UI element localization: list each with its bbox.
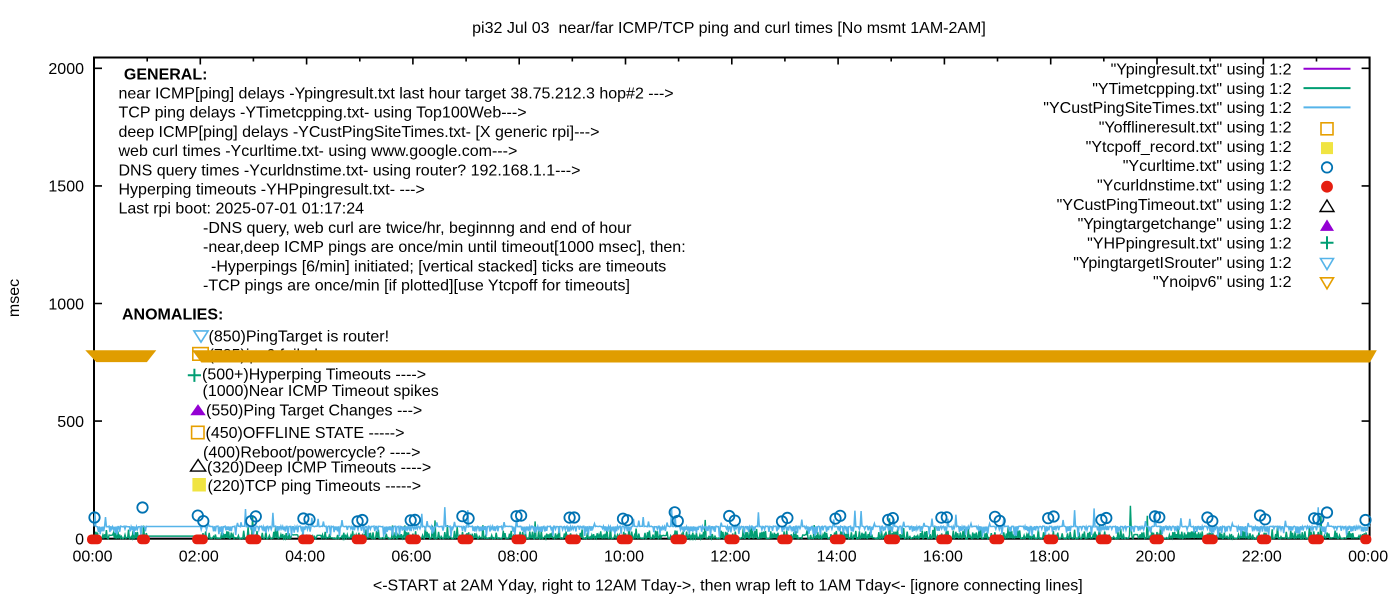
svg-text:"Ypingtargetchange" using 1:2: "Ypingtargetchange" using 1:2 [1078,216,1292,233]
svg-text:"Ycurltime.txt" using 1:2: "Ycurltime.txt" using 1:2 [1123,158,1292,175]
svg-text:"Ycurldnstime.txt" using 1:2: "Ycurldnstime.txt" using 1:2 [1097,178,1292,195]
svg-text:-Hyperpings [6/min] initiated;: -Hyperpings [6/min] initiated; [vertical… [211,258,666,275]
svg-text:"YHPpingresult.txt" using 1:2: "YHPpingresult.txt" using 1:2 [1087,236,1291,253]
svg-text:12:00: 12:00 [710,549,750,566]
svg-text:"YCustPingTimeout.txt" using 1: "YCustPingTimeout.txt" using 1:2 [1057,197,1292,214]
svg-text:"Ytcpoff_record.txt" using 1:2: "Ytcpoff_record.txt" using 1:2 [1086,139,1292,156]
svg-text:"Yofflineresult.txt" using 1:2: "Yofflineresult.txt" using 1:2 [1099,120,1292,137]
svg-text:(450)OFFLINE STATE ----->: (450)OFFLINE STATE -----> [206,425,405,442]
svg-text:ANOMALIES:: ANOMALIES: [122,307,223,324]
svg-text:10:00: 10:00 [604,549,644,566]
svg-text:08:00: 08:00 [498,549,538,566]
svg-text:0: 0 [75,532,84,549]
svg-text:-near,deep ICMP pings are once: -near,deep ICMP pings are once/min until… [203,239,686,256]
svg-text:near ICMP[ping] delays -Ypingr: near ICMP[ping] delays -Ypingresult.txt … [119,86,674,103]
svg-text:00:00: 00:00 [72,549,112,566]
svg-text:Last rpi boot: 2025-07-01 01:1: Last rpi boot: 2025-07-01 01:17:24 [119,201,365,218]
svg-text:deep ICMP[ping] delays -YCustP: deep ICMP[ping] delays -YCustPingSiteTim… [119,124,600,141]
svg-text:"YCustPingSiteTimes.txt" using: "YCustPingSiteTimes.txt" using 1:2 [1043,100,1291,117]
svg-text:-DNS query, web curl are twice: -DNS query, web curl are twice/hr, begin… [203,220,632,237]
svg-text:(400)Reboot/powercycle? ---->: (400)Reboot/powercycle? ----> [203,445,420,462]
svg-text:(500+)Hyperping Timeouts ---->: (500+)Hyperping Timeouts ----> [202,366,426,383]
svg-text:00:00: 00:00 [1348,549,1388,566]
svg-text:04:00: 04:00 [285,549,325,566]
svg-text:20:00: 20:00 [1135,549,1175,566]
svg-text:"Ynoipv6" using 1:2: "Ynoipv6" using 1:2 [1153,274,1292,291]
svg-text:pi32 Jul 03 near/far ICMP/TCP: pi32 Jul 03 near/far ICMP/TCP ping and c… [472,20,986,37]
svg-text:02:00: 02:00 [179,549,219,566]
svg-text:06:00: 06:00 [391,549,431,566]
svg-text:16:00: 16:00 [923,549,963,566]
svg-text:(1000)Near ICMP Timeout spikes: (1000)Near ICMP Timeout spikes [203,383,439,400]
svg-text:web curl times -Ycurltime.txt-: web curl times -Ycurltime.txt- using www… [118,143,518,160]
svg-text:18:00: 18:00 [1029,549,1069,566]
svg-text:500: 500 [57,414,84,431]
svg-text:(550)Ping Target Changes --->: (550)Ping Target Changes ---> [206,403,422,420]
svg-text:TCP ping delays -YTimetcpping.: TCP ping delays -YTimetcpping.txt- using… [119,105,527,122]
svg-text:"Ypingresult.txt" using 1:2: "Ypingresult.txt" using 1:2 [1111,62,1292,79]
svg-text:22:00: 22:00 [1242,549,1282,566]
svg-text:(850)PingTarget is router!: (850)PingTarget is router! [209,328,390,345]
svg-text:1500: 1500 [48,179,84,196]
svg-text:2000: 2000 [48,61,84,78]
svg-text:Hyperping timeouts -YHPpingres: Hyperping timeouts -YHPpingresult.txt- -… [119,182,425,199]
svg-text:1000: 1000 [48,296,84,313]
svg-text:msec: msec [6,279,23,317]
svg-text:DNS query times -Ycurldnstime.: DNS query times -Ycurldnstime.txt- using… [119,162,581,179]
svg-text:(320)Deep ICMP Timeouts ---->: (320)Deep ICMP Timeouts ----> [207,459,431,476]
svg-text:"YTimetcpping.txt" using 1:2: "YTimetcpping.txt" using 1:2 [1092,81,1291,98]
svg-text:-TCP pings are once/min [if pl: -TCP pings are once/min [if plotted][use… [203,278,630,295]
svg-text:GENERAL:: GENERAL: [124,66,208,83]
svg-text:"YpingtargetISrouter" using 1:: "YpingtargetISrouter" using 1:2 [1073,255,1291,272]
svg-text:14:00: 14:00 [817,549,857,566]
svg-text:<-START at 2AM Yday, right to: <-START at 2AM Yday, right to 12AM Tday-… [373,578,1083,595]
svg-text:(220)TCP ping Timeouts ----->: (220)TCP ping Timeouts -----> [208,478,422,495]
